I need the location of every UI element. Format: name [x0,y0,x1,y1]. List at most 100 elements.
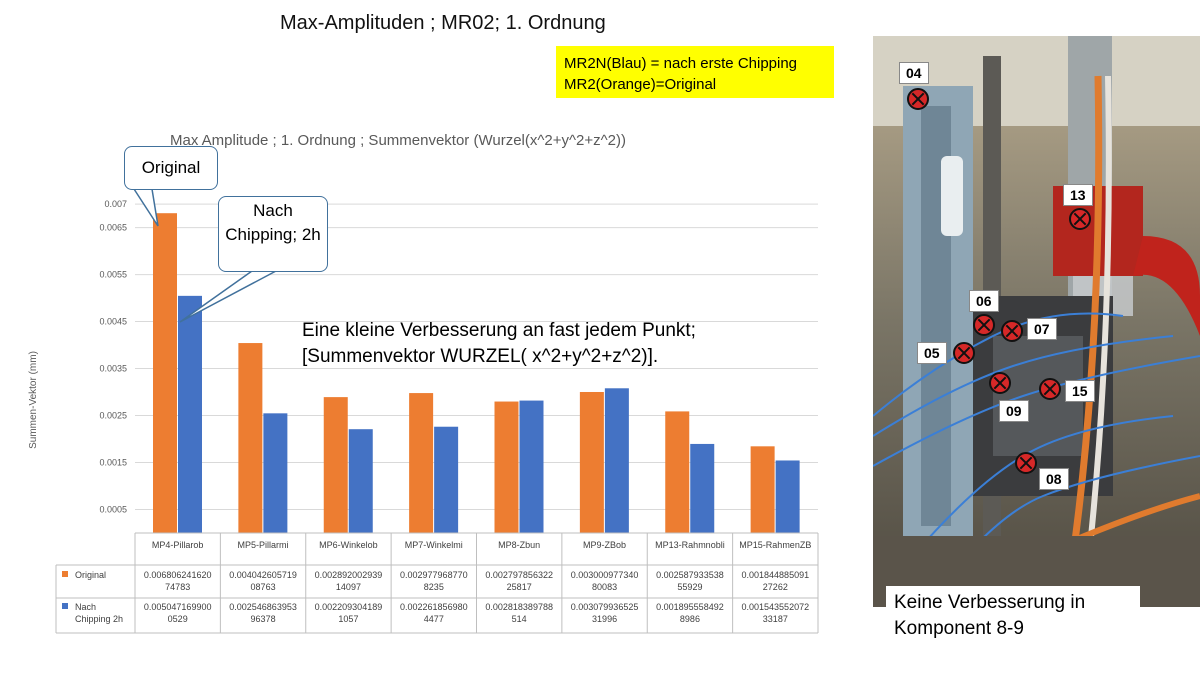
photo-caption: Keine Verbesserung in Komponent 8-9 [886,586,1140,648]
table-value-original-1-0: 0.004042605719 [229,570,297,580]
bar-nach-7 [775,460,800,533]
legend-note-line-2: MR2(Orange)=Original [564,76,717,93]
table-value-nach-5-0: 0.003079936525 [571,602,639,612]
photo-caption-line-1: Keine Verbesserung in [894,592,1086,613]
y-axis-label: Summen-Vektor (mm) [28,351,39,449]
annotation-line-1: Eine kleine Verbesserung an fast jedem P… [302,320,696,341]
y-tick-label-3: 0.0035 [99,364,127,374]
category-label-6: MP13-Rahmnobli [655,540,725,550]
slide-title: Max-Amplituden ; MR02; 1. Ordnung [280,12,606,34]
bar-nach-5 [604,388,629,533]
table-value-nach-2-0: 0.002209304189 [315,602,383,612]
legend-key-original [62,571,68,577]
table-value-nach-2-1: 1057 [338,614,358,624]
table-value-nach-4-0: 0.002818389788 [485,602,553,612]
table-value-original-5-1: 80083 [592,582,617,592]
bar-original-0 [153,213,177,533]
photo-label-05: 05 [917,342,947,364]
table-value-nach-7-0: 0.001543552072 [742,602,810,612]
bar-original-1 [238,343,263,533]
bar-original-5 [579,391,604,533]
machine-photo-drawing [873,36,1200,607]
callout-nach-chipping: Nach Chipping; 2h [218,196,328,272]
table-value-nach-0-1: 0529 [168,614,188,624]
bar-nach-2 [348,429,373,533]
callout-original: Original [124,146,218,190]
annotation-text: Eine kleine Verbesserung an fast jedem P… [302,318,696,370]
table-value-original-0-0: 0.006806241620 [144,570,212,580]
y-tick-label-5: 0.0055 [99,270,127,280]
bar-original-7 [750,446,775,533]
marker-08 [1015,452,1037,474]
annotation-line-2: [Summenvektor WURZEL( x^2+y^2+z^2)]. [302,346,659,367]
marker-04 [907,88,929,110]
table-value-original-0-1: 74783 [165,582,190,592]
category-label-1: MP5-Pillarmi [238,540,289,550]
y-tick-label-6: 0.0065 [99,223,127,233]
bar-original-3 [409,393,434,533]
category-label-2: MP6-Winkelob [319,540,378,550]
category-label-4: MP8-Zbun [498,540,540,550]
photo-label-08: 08 [1039,468,1069,490]
bar-nach-3 [434,426,459,533]
table-value-original-6-1: 55929 [677,582,702,592]
table-value-nach-7-1: 33187 [763,614,788,624]
table-value-nach-4-1: 514 [512,614,527,624]
photo-label-15: 15 [1065,380,1095,402]
photo-caption-line-2: Komponent 8-9 [894,618,1024,639]
y-tick-label-1: 0.0015 [99,458,127,468]
bar-nach-4 [519,400,544,533]
y-tick-label-2: 0.0025 [99,411,127,421]
photo-label-06: 06 [969,290,999,312]
legend-note: MR2N(Blau) = nach erste Chipping MR2(Ora… [556,46,834,98]
legend-key-nach [62,603,68,609]
y-tick-label-4: 0.0045 [99,317,127,327]
table-value-nach-3-0: 0.002261856980 [400,602,468,612]
legend-label-nach-1: Chipping 2h [75,614,123,624]
legend-label-original-0: Original [75,570,106,580]
legend-label-nach-0: Nach [75,602,96,612]
chart-title: Max Amplitude ; 1. Ordnung ; Summenvekto… [170,132,627,149]
marker-06 [973,314,995,336]
bar-original-4 [494,401,519,533]
category-label-5: MP9-ZBob [583,540,626,550]
table-value-original-7-0: 0.001844885091 [742,570,810,580]
photo-label-09: 09 [999,400,1029,422]
table-value-nach-6-1: 8986 [680,614,700,624]
table-value-original-2-0: 0.002892002939 [315,570,383,580]
marker-07 [1001,320,1023,342]
bar-nach-6 [690,443,715,533]
marker-05 [953,342,975,364]
photo-label-13: 13 [1063,184,1093,206]
table-value-nach-1-1: 96378 [251,614,276,624]
bar-original-6 [665,411,690,533]
table-value-nach-0-0: 0.005047169900 [144,602,212,612]
table-value-original-7-1: 27262 [763,582,788,592]
y-tick-label-7: 0.007 [104,199,127,209]
table-value-nach-5-1: 31996 [592,614,617,624]
table-value-original-4-1: 25817 [507,582,532,592]
photo-label-04: 04 [899,62,929,84]
table-value-nach-3-1: 4477 [424,614,444,624]
bar-nach-1 [263,413,288,533]
callout-original-pointer [132,188,159,227]
bar-original-2 [323,397,348,533]
marker-09 [989,372,1011,394]
bar-nach-0 [178,295,202,533]
table-value-original-3-0: 0.002977968770 [400,570,468,580]
category-label-7: MP15-RahmenZB [739,540,811,550]
category-label-3: MP7-Winkelmi [405,540,463,550]
category-label-0: MP4-Pillarob [152,540,204,550]
table-value-original-4-0: 0.002797856322 [485,570,553,580]
table-value-original-5-0: 0.003000977340 [571,570,639,580]
legend-note-line-1: MR2N(Blau) = nach erste Chipping [564,55,798,72]
bar-chart: 0.0005 0.0015 0.0025 0.0035 0.0045 0.0055 0.00… [28,188,819,634]
photo-label-07: 07 [1027,318,1057,340]
table-value-original-3-1: 8235 [424,582,444,592]
marker-13 [1069,208,1091,230]
y-tick-label-0: 0.0005 [99,505,127,515]
table-value-nach-1-0: 0.002546863953 [229,602,297,612]
marker-15 [1039,378,1061,400]
callout-nach-chipping-text: Nach Chipping; 2h [225,201,321,244]
table-value-nach-6-0: 0.001895558492 [656,602,724,612]
